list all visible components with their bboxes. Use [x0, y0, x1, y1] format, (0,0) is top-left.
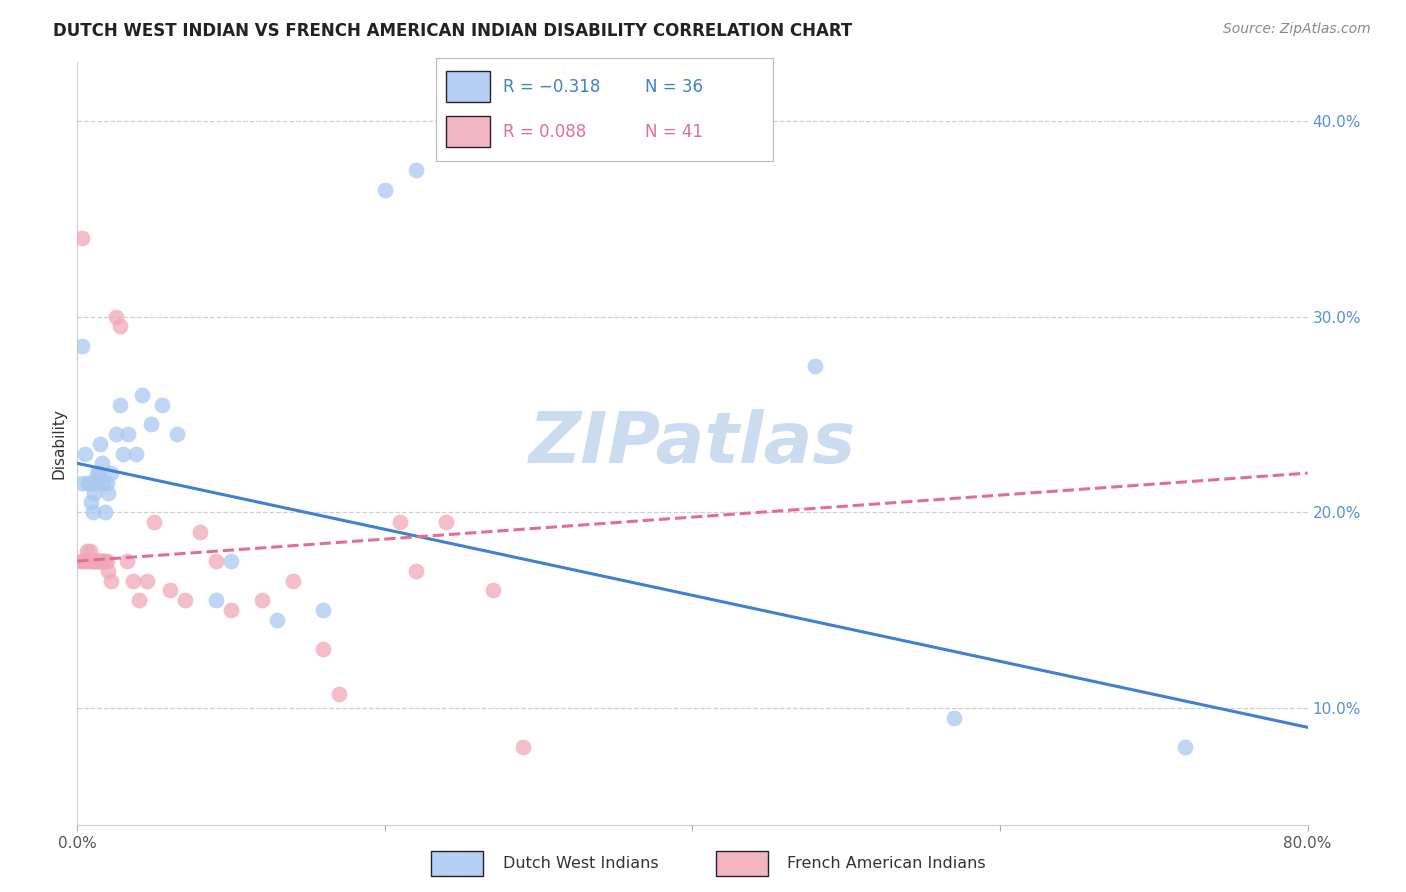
- Point: [143, 515, 166, 529]
- Point: [204, 554, 226, 568]
- Point: [125, 446, 148, 460]
- Point: [87, 466, 110, 480]
- Point: [94, 505, 117, 519]
- Point: [204, 593, 226, 607]
- Point: [328, 687, 350, 701]
- Point: [159, 583, 181, 598]
- Point: [110, 319, 132, 334]
- Text: ZIPatlas: ZIPatlas: [529, 409, 856, 478]
- Point: [512, 739, 534, 754]
- Y-axis label: Disability: Disability: [51, 409, 66, 479]
- Point: [96, 475, 118, 490]
- Point: [70, 475, 93, 490]
- Text: R = −0.318: R = −0.318: [503, 78, 600, 95]
- Text: R = 0.088: R = 0.088: [503, 123, 586, 141]
- Text: N = 41: N = 41: [645, 123, 703, 141]
- Point: [80, 495, 103, 509]
- Point: [405, 564, 427, 578]
- Point: [89, 437, 111, 451]
- Point: [405, 163, 427, 178]
- Point: [374, 182, 396, 196]
- Text: Source: ZipAtlas.com: Source: ZipAtlas.com: [1223, 22, 1371, 37]
- Point: [110, 398, 132, 412]
- Point: [72, 554, 94, 568]
- Point: [389, 515, 412, 529]
- Point: [93, 554, 115, 568]
- Point: [79, 475, 101, 490]
- Point: [70, 339, 93, 353]
- Point: [97, 485, 120, 500]
- FancyBboxPatch shape: [432, 852, 484, 876]
- Point: [266, 613, 288, 627]
- Point: [219, 554, 242, 568]
- Point: [135, 574, 157, 588]
- Point: [83, 485, 105, 500]
- Point: [70, 231, 93, 245]
- Point: [188, 524, 212, 539]
- Point: [804, 359, 827, 373]
- Point: [250, 593, 273, 607]
- Point: [166, 427, 188, 442]
- Point: [73, 554, 96, 568]
- Point: [69, 554, 91, 568]
- Point: [1174, 739, 1197, 754]
- Point: [104, 427, 127, 442]
- Point: [89, 554, 111, 568]
- Point: [86, 554, 108, 568]
- Point: [93, 475, 115, 490]
- Point: [87, 554, 110, 568]
- Text: DUTCH WEST INDIAN VS FRENCH AMERICAN INDIAN DISABILITY CORRELATION CHART: DUTCH WEST INDIAN VS FRENCH AMERICAN IND…: [53, 22, 852, 40]
- Text: French American Indians: French American Indians: [787, 856, 986, 871]
- Point: [90, 554, 114, 568]
- Point: [117, 427, 139, 442]
- Point: [128, 593, 150, 607]
- Point: [84, 554, 107, 568]
- Text: Dutch West Indians: Dutch West Indians: [502, 856, 658, 871]
- Point: [97, 564, 120, 578]
- Point: [131, 388, 153, 402]
- FancyBboxPatch shape: [446, 117, 489, 147]
- Point: [281, 574, 304, 588]
- Point: [96, 554, 118, 568]
- Point: [94, 554, 117, 568]
- Point: [73, 446, 96, 460]
- Point: [80, 554, 103, 568]
- Point: [100, 574, 122, 588]
- Point: [104, 310, 127, 324]
- Point: [77, 475, 100, 490]
- Point: [141, 417, 163, 432]
- FancyBboxPatch shape: [716, 852, 768, 876]
- Point: [219, 603, 242, 617]
- Point: [436, 515, 458, 529]
- Point: [79, 544, 101, 558]
- Point: [86, 466, 108, 480]
- Point: [84, 475, 107, 490]
- Point: [77, 554, 100, 568]
- Point: [942, 710, 965, 724]
- Point: [76, 544, 98, 558]
- Point: [174, 593, 197, 607]
- Point: [82, 505, 104, 519]
- Point: [112, 446, 135, 460]
- Text: N = 36: N = 36: [645, 78, 703, 95]
- Point: [115, 554, 138, 568]
- Point: [90, 456, 114, 470]
- Point: [100, 466, 122, 480]
- FancyBboxPatch shape: [446, 71, 489, 102]
- Point: [83, 554, 105, 568]
- Point: [121, 574, 143, 588]
- Point: [312, 603, 335, 617]
- Point: [82, 554, 104, 568]
- Point: [150, 398, 173, 412]
- Point: [481, 583, 503, 598]
- Point: [312, 642, 335, 657]
